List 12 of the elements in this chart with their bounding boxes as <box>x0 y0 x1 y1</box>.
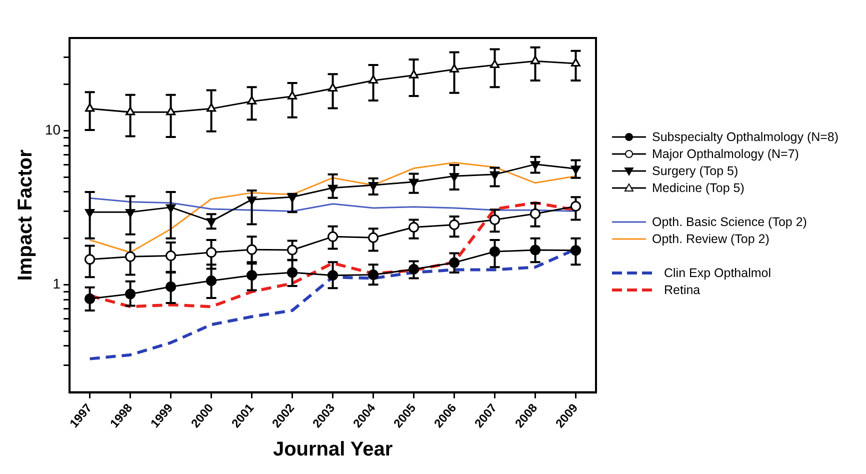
legend-label: Opth. Basic Science (Top 2) <box>652 214 807 228</box>
legend-label: Medicine (Top 5) <box>652 180 744 194</box>
legend-label: Subspecialty Opthalmology (N=8) <box>652 130 839 144</box>
y-axis-title: Impact Factor <box>14 149 37 281</box>
legend-label: Retina <box>664 282 700 296</box>
legend-label: Major Opthalmology (N=7) <box>652 146 799 160</box>
legend-label: Clin Exp Opthalmol <box>664 266 771 280</box>
x-axis-title: Journal Year <box>272 438 393 461</box>
y-tick-label: 10 <box>44 122 61 138</box>
legend-label: Surgery (Top 5) <box>652 164 738 178</box>
legend-label: Opth. Review (Top 2) <box>652 232 770 246</box>
y-tick-label: 1 <box>52 276 61 292</box>
